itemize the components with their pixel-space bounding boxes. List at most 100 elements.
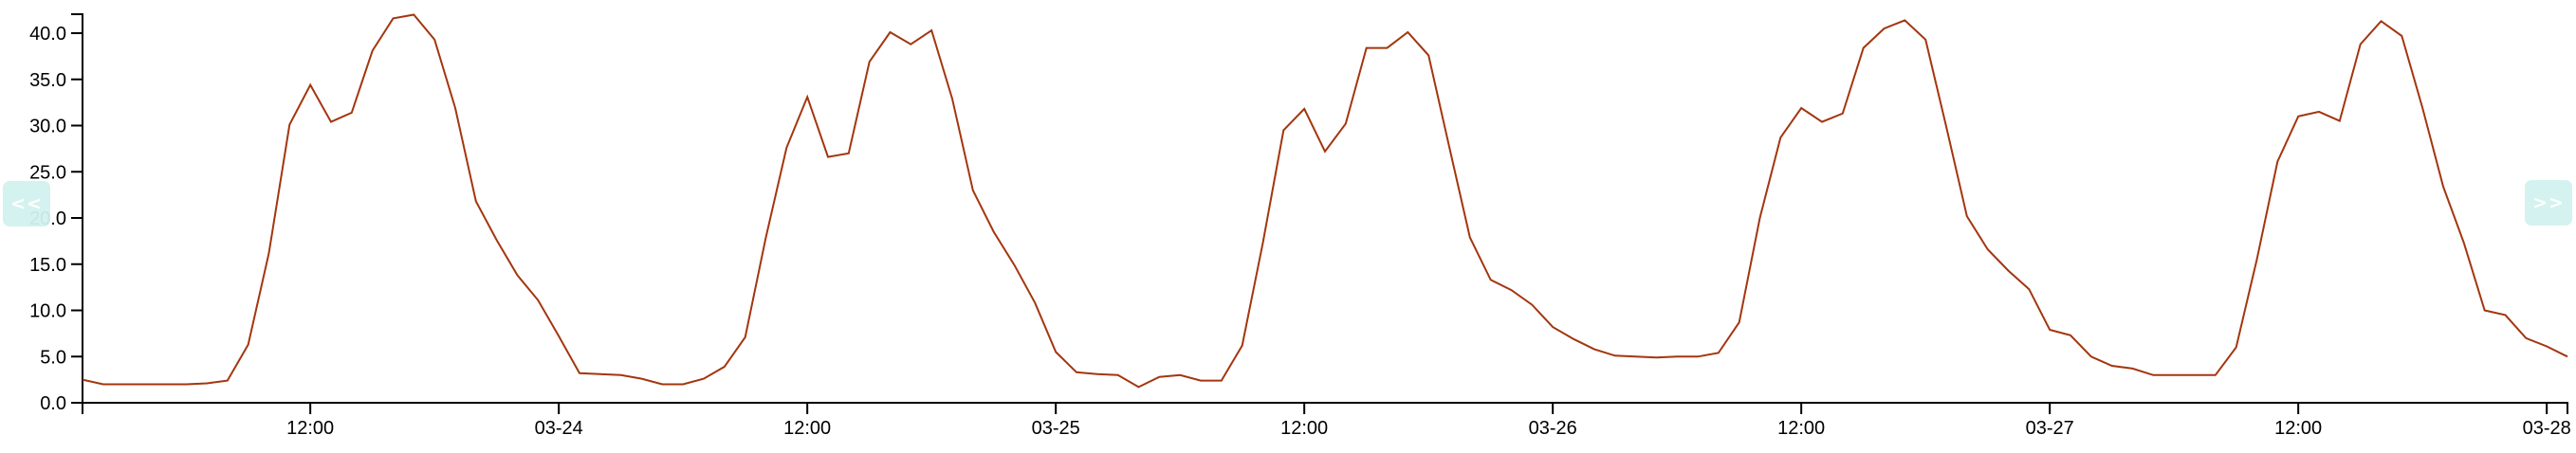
data-point [81,378,84,382]
data-point [184,383,188,387]
y-tick-label: 5.0 [40,347,66,368]
data-point [2089,354,2093,358]
previous-page-button[interactable]: << [3,181,50,226]
data-point [1592,347,1596,351]
data-point [226,379,230,383]
data-point [557,335,561,338]
data-point [598,372,602,376]
data-point [2048,328,2052,332]
data-point [2566,354,2569,358]
x-tick-label: 12:00 [2274,418,2322,439]
data-point [1799,106,1803,110]
data-point [1510,288,1514,292]
data-point [412,13,415,17]
data-point [1323,150,1327,154]
data-point [1675,354,1679,358]
data-point [681,383,685,387]
x-tick-label: 03-25 [1032,418,1080,439]
data-point [826,155,830,159]
data-point [1778,136,1782,139]
data-point [350,111,354,115]
data-point [1862,46,1866,50]
data-point [1572,337,1575,341]
y-tick-label: 25.0 [29,162,66,183]
data-point [868,60,872,63]
data-point [1965,214,1969,218]
data-point [1220,379,1224,383]
data-point [2504,313,2508,317]
x-axis-line [82,402,2568,414]
plot-area [81,13,2569,389]
data-point [2193,373,2197,377]
y-tick-label: 15.0 [29,255,66,276]
data-point [1447,145,1451,149]
data-point [909,43,912,46]
data-point [1551,325,1555,329]
x-axis: 12:00 03-24 12:00 03-25 12:00 03-26 12:00 03-27… [82,402,2571,439]
x-tick-label: 03-26 [1529,418,1577,439]
data-point [1406,30,1409,34]
data-point [1137,385,1141,389]
data-point [1344,122,1348,126]
data-point [2462,241,2466,245]
data-point [1841,112,1845,116]
data-point [2359,43,2363,46]
data-point [1302,107,1306,111]
data-point [1613,353,1617,357]
data-point [2007,269,2011,273]
data-point [1634,354,1638,358]
data-point [578,371,581,375]
data-point [2317,110,2321,114]
data-point [1468,236,1472,240]
next-page-button[interactable]: >> [2525,180,2572,226]
data-point [1365,46,1369,50]
data-point [453,106,457,110]
data-point [971,189,975,192]
data-point [1013,263,1017,267]
data-point [1261,241,1265,245]
data-point [2420,106,2424,110]
data-point [247,343,250,347]
data-point [660,383,664,387]
data-point [847,152,851,155]
data-point [619,373,623,377]
data-point [1986,247,1990,251]
data-point [764,236,768,240]
x-tick-label: 12:00 [1280,418,1328,439]
data-point [1157,375,1161,379]
y-tick-label: 30.0 [29,117,66,137]
data-point [516,273,520,277]
y-tick-label: 10.0 [29,301,66,322]
data-point [143,383,147,387]
data-point [1199,379,1203,383]
data-point [2069,334,2072,337]
series-line [82,13,2568,389]
data-point [1489,278,1493,281]
data-point [723,365,727,369]
data-point [889,30,892,34]
data-point [2400,34,2403,38]
data-point [2214,373,2217,377]
y-tick-label: 40.0 [29,24,66,45]
data-point [2483,309,2487,313]
data-point [205,382,209,386]
data-point [1386,46,1389,50]
data-point [992,230,996,234]
data-point [1095,372,1099,376]
data-point [2172,373,2176,377]
data-point [1033,301,1037,305]
data-point [1116,373,1120,377]
data-point [371,49,375,53]
data-point [474,199,478,203]
data-point [2255,258,2259,262]
x-tick-label: 03-28 [2523,418,2571,439]
data-point [163,383,167,387]
data-point [1241,344,1244,348]
data-point [1075,371,1078,374]
data-point [2110,364,2114,368]
y-tick-label: 35.0 [29,70,66,91]
data-point [784,146,788,150]
data-point [1883,27,1886,30]
data-point [2275,160,2279,164]
